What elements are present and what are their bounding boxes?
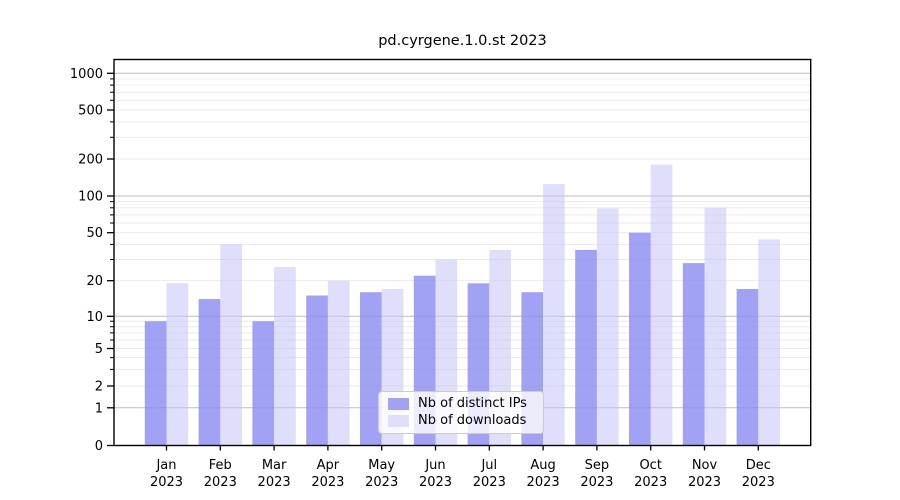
- bar-may-distinct-ips: [360, 292, 382, 446]
- bar-jan-downloads: [166, 283, 189, 446]
- x-tick-label-oct-year: 2023: [634, 475, 667, 490]
- y-tick-label-1000: 1000: [70, 67, 103, 82]
- x-tick-label-jun: Jun: [424, 458, 445, 473]
- y-tick-label-500: 500: [78, 104, 103, 119]
- x-tick-label-feb: Feb: [209, 458, 232, 473]
- x-tick-label-may: May: [368, 458, 395, 473]
- chart-title: pd.cyrgene.1.0.st 2023: [378, 33, 547, 49]
- x-tick-label-aug-year: 2023: [527, 475, 560, 490]
- x-tick-label-dec: Dec: [746, 458, 771, 473]
- x-tick-label-sep-year: 2023: [580, 475, 613, 490]
- bars: [144, 164, 780, 446]
- legend-label-distinct-ips: Nb of distinct IPs: [418, 396, 527, 411]
- x-tick-label-jul: Jul: [480, 458, 497, 473]
- bar-mar-distinct-ips: [252, 321, 275, 446]
- bar-feb-downloads: [220, 244, 242, 446]
- y-tick-label-100: 100: [78, 190, 103, 205]
- y-tick-label-10: 10: [86, 310, 103, 325]
- bar-sep-distinct-ips: [575, 249, 597, 446]
- y-tick-label-50: 50: [86, 226, 103, 241]
- x-tick-label-may-year: 2023: [365, 475, 398, 490]
- x-tick-label-mar-year: 2023: [258, 475, 291, 490]
- bar-feb-distinct-ips: [198, 299, 221, 446]
- bar-oct-downloads: [650, 164, 673, 446]
- y-axis: 0 1 2 5 10 20 50 100 200 500 1000: [70, 67, 114, 454]
- x-tick-label-apr-year: 2023: [311, 475, 344, 490]
- bar-mar-downloads: [274, 267, 296, 446]
- x-tick-label-aug: Aug: [530, 458, 555, 473]
- y-tick-label-2: 2: [95, 380, 103, 395]
- x-tick-label-jan: Jan: [155, 458, 176, 473]
- plot-border: [113, 58, 812, 447]
- bar-apr-downloads: [327, 280, 350, 446]
- bar-oct-distinct-ips: [629, 232, 651, 446]
- legend-swatch-distinct-ips: [388, 398, 409, 410]
- y-tick-label-5: 5: [95, 342, 103, 357]
- x-tick-label-jul-year: 2023: [473, 475, 506, 490]
- x-tick-label-dec-year: 2023: [742, 475, 775, 490]
- legend-row-distinct-ips: Nb of distinct IPs: [388, 397, 535, 411]
- x-tick-label-apr: Apr: [317, 458, 340, 473]
- bar-aug-downloads: [543, 184, 565, 446]
- x-tick-label-jan-year: 2023: [150, 475, 183, 490]
- legend: Nb of distinct IPs Nb of downloads: [378, 391, 544, 434]
- legend-label-downloads: Nb of downloads: [418, 413, 527, 428]
- legend-row-downloads: Nb of downloads: [388, 414, 535, 428]
- y-tick-label-20: 20: [86, 274, 103, 289]
- bar-dec-distinct-ips: [736, 289, 759, 446]
- bar-apr-distinct-ips: [306, 295, 328, 446]
- bar-nov-downloads: [704, 207, 727, 446]
- x-tick-label-feb-year: 2023: [204, 475, 237, 490]
- x-tick-label-oct: Oct: [639, 458, 661, 473]
- bar-dec-downloads: [758, 239, 780, 446]
- y-tick-label-0: 0: [95, 439, 103, 454]
- y-tick-label-1: 1: [95, 401, 103, 416]
- legend-swatch-downloads: [388, 415, 409, 427]
- x-axis: Jan 2023 Feb 2023 Mar 2023 Apr 2023 May 2023 Jun 20…: [150, 445, 775, 490]
- y-tick-label-200: 200: [78, 153, 103, 168]
- x-tick-label-mar: Mar: [262, 458, 287, 473]
- x-tick-label-nov: Nov: [692, 458, 718, 473]
- bar-sep-downloads: [596, 208, 619, 446]
- x-tick-label-nov-year: 2023: [688, 475, 721, 490]
- x-tick-label-sep: Sep: [585, 458, 610, 473]
- x-tick-label-jun-year: 2023: [419, 475, 452, 490]
- bar-nov-distinct-ips: [682, 263, 705, 446]
- bar-jan-distinct-ips: [144, 321, 167, 446]
